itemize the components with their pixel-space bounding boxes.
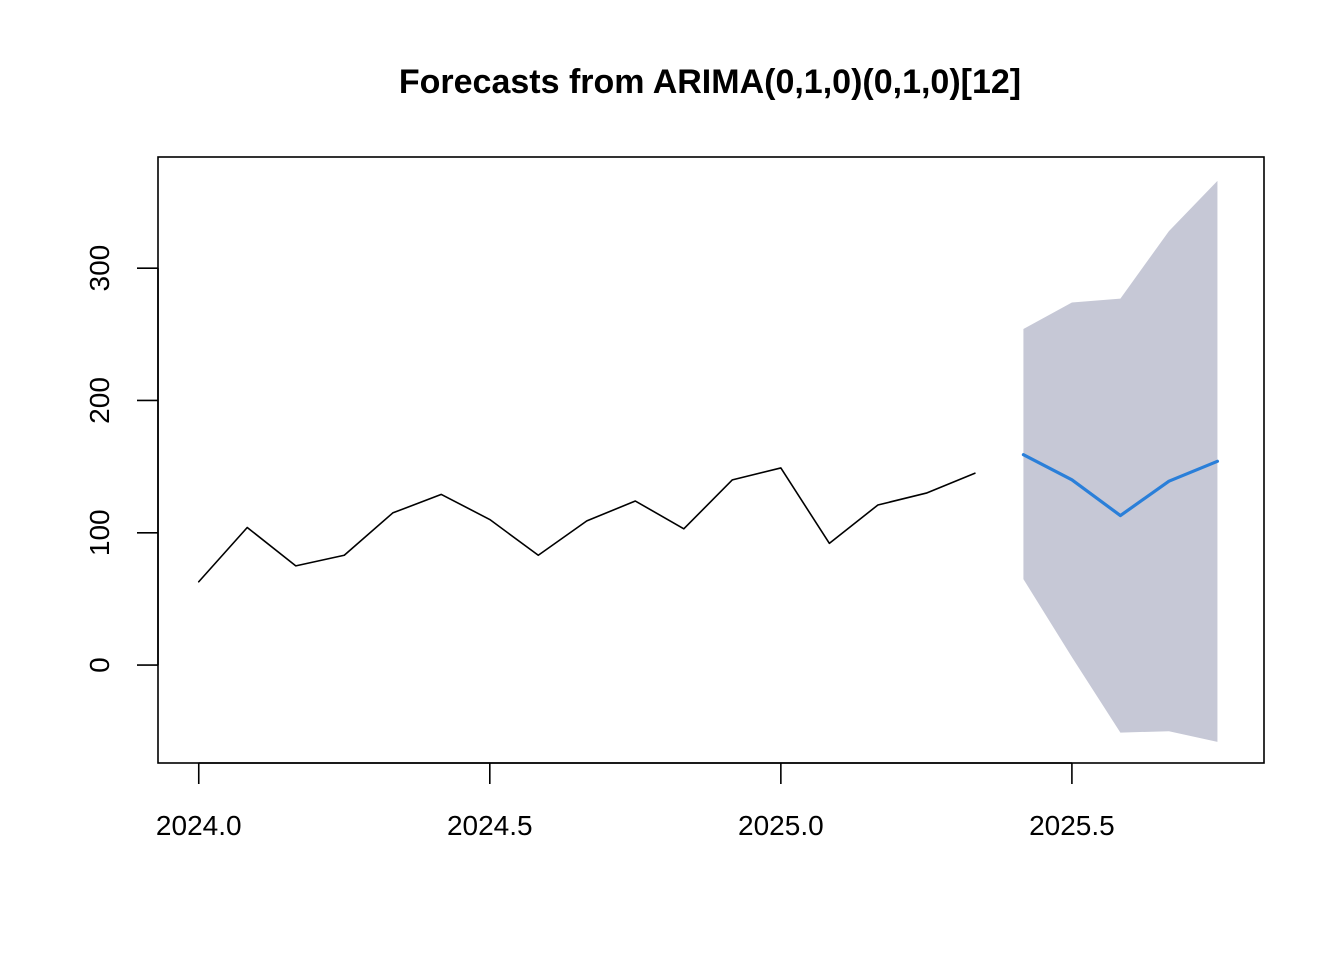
x-tick-label: 2025.0 <box>738 810 824 841</box>
y-axis: 0 100 200 300 <box>84 245 159 673</box>
y-tick-label: 200 <box>84 377 115 424</box>
x-axis: 2024.0 2024.5 2025.0 2025.5 <box>156 762 1115 841</box>
y-tick-label: 0 <box>84 657 115 673</box>
x-tick-label: 2024.5 <box>447 810 533 841</box>
y-tick-label: 100 <box>84 509 115 556</box>
interval-layer <box>1023 180 1218 742</box>
y-tick-label: 300 <box>84 245 115 292</box>
observed-line <box>197 467 976 583</box>
x-tick-label: 2025.5 <box>1029 810 1115 841</box>
x-tick-label: 2024.0 <box>156 810 242 841</box>
prediction-interval-band <box>1023 180 1218 742</box>
forecast-line <box>1021 453 1220 518</box>
series-layer <box>197 453 1220 583</box>
chart-title: Forecasts from ARIMA(0,1,0)(0,1,0)[12] <box>399 63 1021 101</box>
